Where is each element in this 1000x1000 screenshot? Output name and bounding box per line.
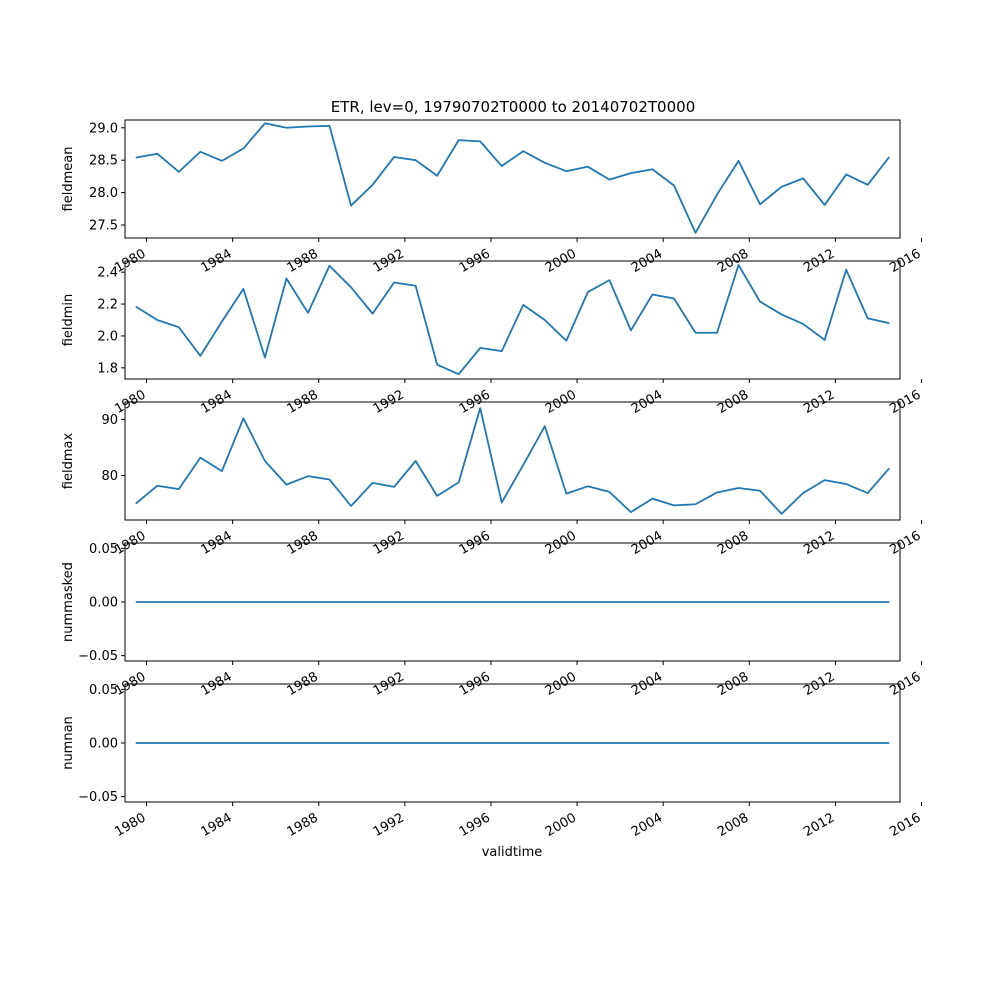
x-tick-label: 1984: [198, 810, 234, 840]
chart-panels: 27.5 28.0 28.5 29.0 1980 1984 1988 1992 1996 2000…: [61, 119, 924, 840]
x-tick-label: 2012: [801, 810, 837, 840]
y-tick-label: 80: [101, 469, 118, 484]
series-line-fieldmean: [135, 122, 890, 234]
axes-frame: [124, 401, 901, 521]
y-tick-label: 0.05: [89, 542, 118, 557]
y-tick-label: −0.05: [78, 649, 118, 664]
series-line-fieldmin: [135, 264, 890, 376]
y-tick-label: 2.2: [97, 298, 118, 313]
y-tick-label: 0.00: [89, 737, 118, 752]
y-tick-label: 0.00: [89, 596, 118, 611]
x-tick-label: 1996: [457, 810, 493, 840]
chart-title: ETR, lev=0, 19790702T0000 to 20140702T00…: [331, 98, 695, 116]
x-tick-label: 1988: [285, 810, 321, 840]
y-tick-label: 2.4: [97, 266, 118, 281]
x-axis-label: validtime: [482, 845, 543, 860]
y-tick-label: −0.05: [78, 790, 118, 805]
axes-frame: [124, 260, 901, 380]
y-tick-label: 0.05: [89, 683, 118, 698]
y-tick-label: 90: [101, 413, 118, 428]
y-tick-label: 29.0: [89, 121, 118, 136]
y-axis-label: fieldmean: [61, 147, 76, 212]
y-tick-label: 28.0: [89, 186, 118, 201]
series-line-fieldmax: [135, 407, 890, 515]
y-axis-label: fieldmin: [61, 294, 76, 347]
x-tick-label: 2004: [629, 810, 665, 840]
y-axis-label: fieldmax: [61, 433, 76, 490]
x-tick-label: 1980: [112, 810, 148, 840]
x-tick-label: 1992: [371, 810, 407, 840]
y-tick-label: 2.0: [97, 329, 118, 344]
y-tick-label: 1.8: [97, 361, 118, 376]
y-tick-label: 28.5: [89, 154, 118, 169]
y-axis-label: nummasked: [61, 562, 76, 642]
y-tick-label: 27.5: [89, 219, 118, 234]
x-tick-label: 2000: [543, 810, 579, 840]
axes-frame: [124, 119, 901, 239]
x-tick-label: 2016: [887, 810, 923, 840]
x-tick-label: 2008: [715, 810, 751, 840]
y-axis-label: numnan: [61, 716, 76, 770]
subplot-numnan: 0.05 0.00 −0.05 1980 1984 1988 1992 1996 2000 200…: [61, 683, 924, 840]
